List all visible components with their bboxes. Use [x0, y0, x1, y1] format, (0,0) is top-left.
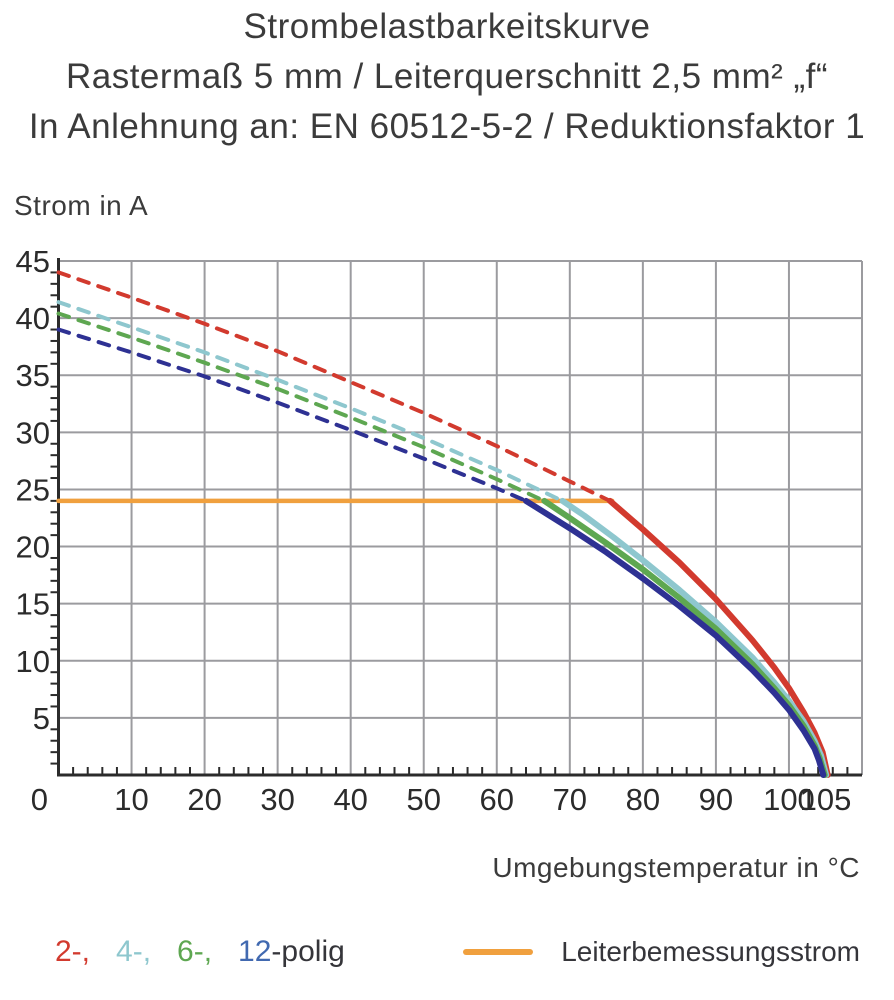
- y-axis-title: Strom in A: [14, 190, 149, 221]
- y-tick-label: 15: [16, 587, 50, 622]
- y-tick-label: 25: [16, 472, 50, 507]
- y-tick-label: 45: [16, 244, 50, 279]
- y-tick-label: 20: [16, 530, 50, 565]
- x-tick-label: 10: [114, 782, 148, 817]
- legend-poles: 2-, 4-, 6-, 12 -polig: [55, 934, 345, 970]
- reference-line-swatch: [463, 949, 534, 955]
- x-tick-label: 80: [626, 782, 660, 817]
- y-tick-label: 10: [16, 644, 50, 679]
- legend-item-6-polig: 6-,: [177, 935, 213, 968]
- y-tick-label: 35: [16, 358, 50, 393]
- chart-canvas: 10 20 30 40 50 60 70 80 90 1001054540353025201510…: [16, 244, 863, 817]
- x-tick-label: 90: [699, 782, 733, 817]
- reference-line-label: Leiterbemessungsstrom: [561, 936, 860, 967]
- series-2-polig-solid: [607, 497, 831, 778]
- x-tick-label: 30: [260, 782, 294, 817]
- x-tick-label: 50: [406, 782, 440, 817]
- y-tick-label: 5: [33, 701, 50, 736]
- x-tick-label: 105: [800, 782, 852, 817]
- title-line-1: Strombelastbarkeitskurve: [243, 7, 651, 46]
- legend: 2-, 4-, 6-, 12 -polig Leiterbemessungsst…: [55, 934, 860, 970]
- series-6-polig-dashed: [56, 311, 547, 503]
- title-line-3: In Anlehnung an: EN 60512-5-2 / Reduktio…: [28, 107, 866, 146]
- x-tick-label: 60: [480, 782, 514, 817]
- series-4-polig-dashed: [56, 300, 565, 503]
- x-tick-label: 20: [187, 782, 221, 817]
- legend-poles-suffix: -polig: [271, 935, 345, 968]
- legend-reference: Leiterbemessungsstrom: [463, 934, 860, 970]
- origin-label: 0: [31, 782, 48, 817]
- legend-item-2-polig: 2-,: [55, 935, 91, 968]
- legend-item-4-polig: 4-,: [116, 935, 152, 968]
- series-12-polig-dashed: [56, 327, 528, 503]
- title-line-2: Rastermaß 5 mm / Leiterquerschnitt 2,5 m…: [65, 57, 829, 96]
- chart-title: Strombelastbarkeitskurve Rastermaß 5 mm …: [0, 2, 894, 152]
- y-tick-label: 30: [16, 415, 50, 450]
- x-tick-label: 100: [763, 782, 815, 817]
- series-2-polig-dashed: [56, 270, 612, 503]
- x-tick-label: 70: [553, 782, 587, 817]
- y-tick-label: 40: [16, 301, 50, 336]
- x-tick-label: 40: [333, 782, 367, 817]
- x-axis-title: Umgebungstemperatur in °C: [492, 852, 860, 883]
- legend-item-12-polig: 12: [238, 935, 272, 968]
- series-12-polig-solid: [523, 497, 827, 778]
